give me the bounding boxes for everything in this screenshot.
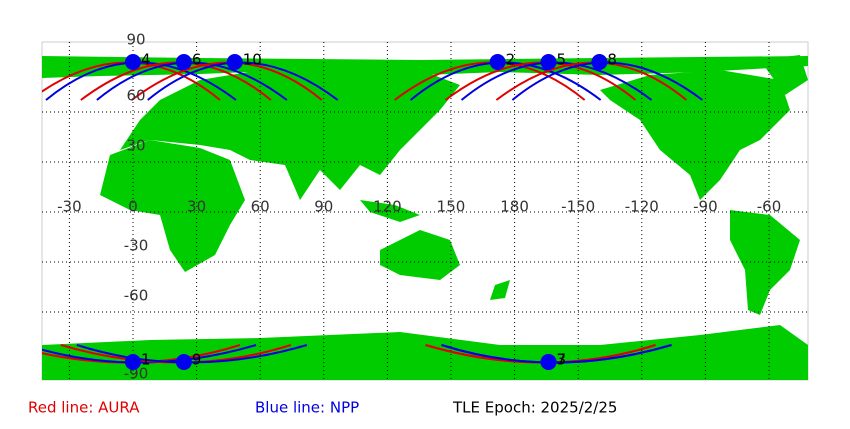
- lon-label: 120: [373, 198, 402, 216]
- lon-label: -60: [757, 198, 782, 216]
- satellite-point: [226, 54, 243, 70]
- satellite-label: 9: [192, 351, 202, 369]
- satellite-label: 1: [141, 351, 151, 369]
- legend-npp: Blue line: NPP: [255, 399, 359, 417]
- satellite-point: [540, 354, 557, 370]
- lon-label: -30: [57, 198, 82, 216]
- satellite-point: [489, 54, 506, 70]
- satellite-label: 4: [141, 51, 151, 69]
- satellite-label: 5: [557, 51, 567, 69]
- satellite-point: [175, 354, 192, 370]
- satellite-point: [591, 54, 608, 70]
- satellite-point: [125, 54, 141, 70]
- lon-label: -120: [625, 198, 659, 216]
- satellite-point: [125, 354, 141, 370]
- satellite-label: 8: [607, 51, 617, 69]
- graticule-labels: -30 0 30 60 90 120 150 180 -150 -120 -90 -60 90 60 30 -…: [57, 31, 781, 383]
- lat-label: 90: [126, 31, 145, 49]
- lat-label: 30: [126, 137, 145, 155]
- lat-label: -30: [124, 237, 149, 255]
- lon-label: 90: [314, 198, 333, 216]
- satellite-point: [540, 54, 557, 70]
- satellite-point: [175, 54, 192, 70]
- lon-label: 180: [500, 198, 529, 216]
- lon-label: 0: [128, 198, 138, 216]
- land: [42, 55, 808, 380]
- lon-label: 60: [251, 198, 270, 216]
- satellite-label: 7: [557, 351, 567, 369]
- satellite-label: 2: [506, 51, 516, 69]
- legend-aura: Red line: AURA: [28, 399, 140, 417]
- lat-label: 60: [126, 87, 145, 105]
- satellite-points: 4 6 10 2 5 8 1 9 37: [125, 51, 617, 370]
- lon-label: 150: [437, 198, 466, 216]
- satellite-label: 3: [557, 351, 567, 369]
- satellite-label: 6: [192, 51, 202, 69]
- satellite-label: 10: [243, 51, 262, 69]
- tle-epoch: TLE Epoch: 2025/2/25: [452, 399, 617, 417]
- lon-label: 30: [187, 198, 206, 216]
- lon-label: -90: [693, 198, 718, 216]
- lat-label: -60: [124, 287, 149, 305]
- lon-label: -150: [561, 198, 595, 216]
